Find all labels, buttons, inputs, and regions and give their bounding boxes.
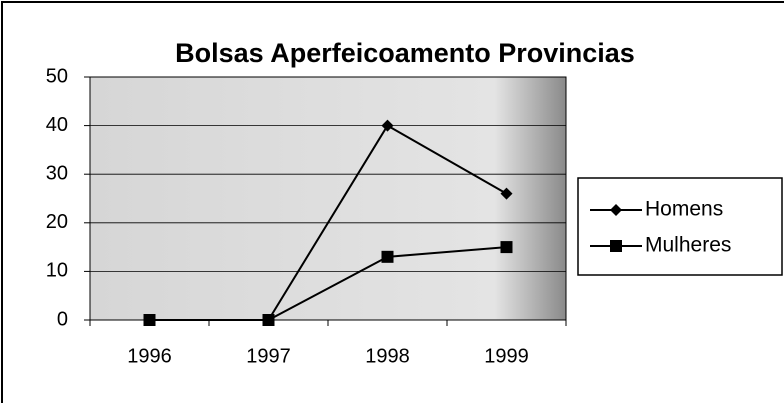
legend	[577, 177, 783, 276]
chart-title: Bolsas Aperfeicoamento Provincias	[175, 38, 635, 68]
legend-marker	[610, 204, 622, 216]
y-tick-label: 50	[46, 65, 68, 87]
marker	[500, 187, 513, 200]
y-tick-label: 0	[57, 308, 68, 330]
legend-label: Mulheres	[645, 234, 731, 257]
marker	[500, 241, 513, 254]
marker	[143, 314, 156, 326]
marker	[381, 250, 394, 263]
x-tick-label: 1998	[365, 345, 410, 367]
legend-label: Homens	[645, 198, 723, 221]
x-tick-label: 1996	[127, 345, 172, 367]
y-tick-label: 30	[46, 162, 68, 184]
x-tick-label: 1999	[484, 345, 529, 367]
y-tick-label: 20	[46, 211, 68, 233]
marker	[381, 119, 394, 132]
line	[149, 246, 507, 321]
legend-marker	[610, 240, 622, 252]
y-tick-label: 40	[46, 114, 68, 136]
marker	[262, 314, 275, 326]
x-tick-label: 1997	[246, 345, 291, 367]
y-tick-label: 10	[46, 260, 68, 282]
plot-area	[89, 76, 567, 321]
